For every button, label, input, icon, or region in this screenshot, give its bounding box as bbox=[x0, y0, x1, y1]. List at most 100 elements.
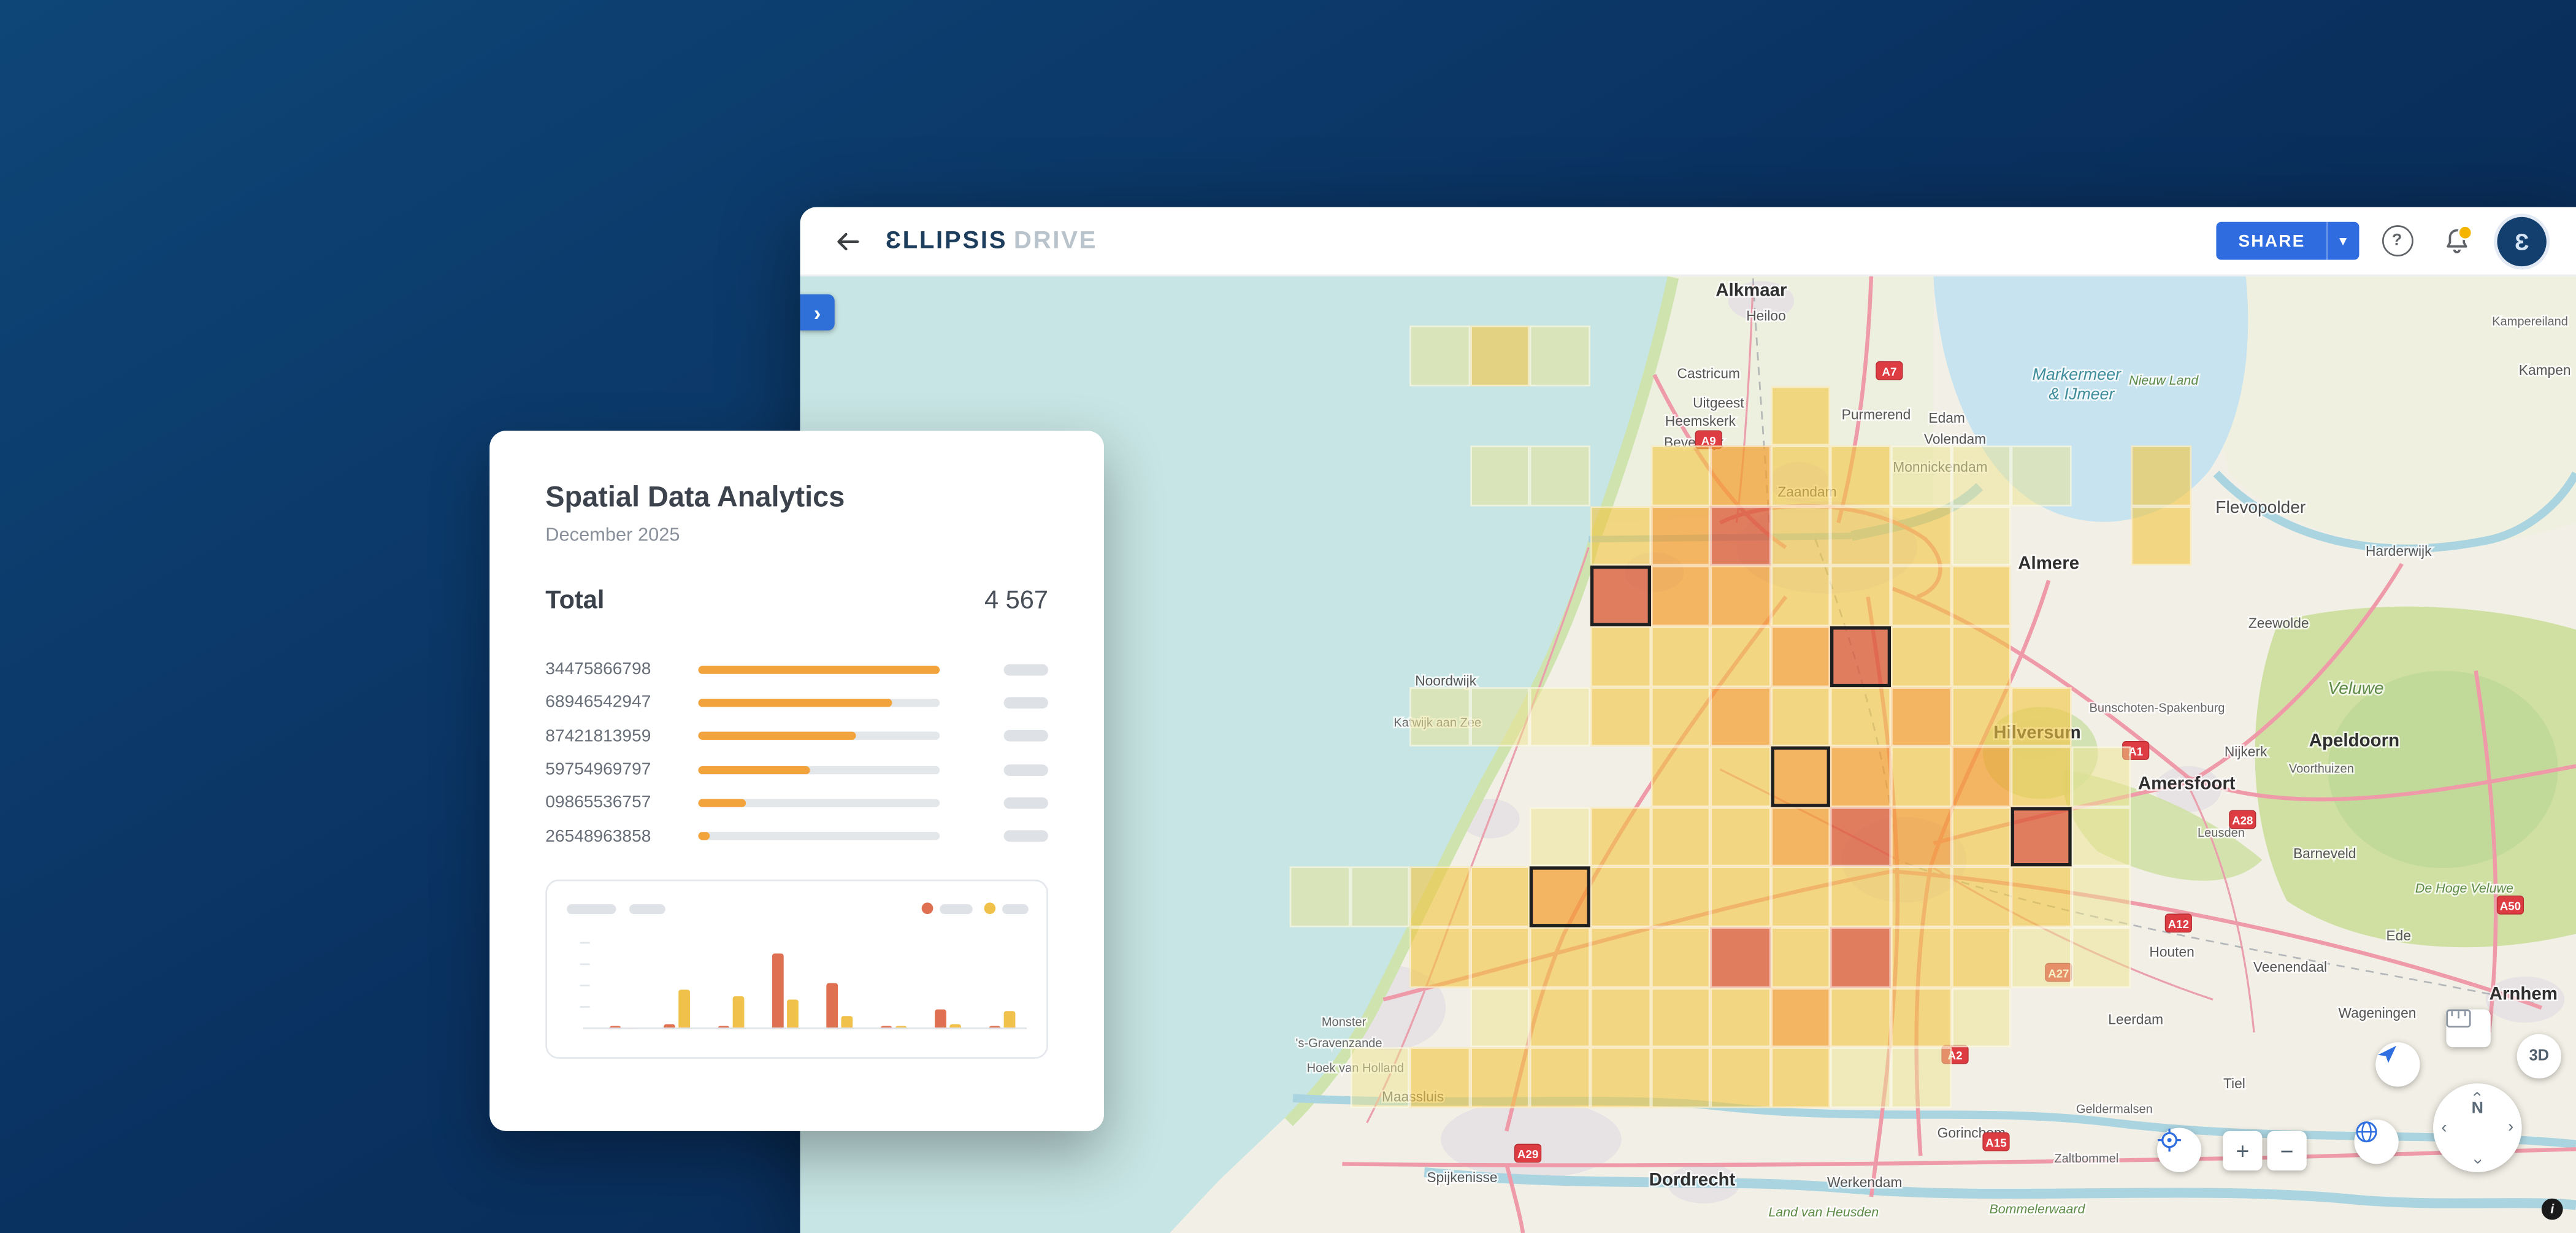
heat-cell[interactable] bbox=[1711, 626, 1771, 686]
heat-cell[interactable] bbox=[1530, 686, 1590, 747]
heat-cell[interactable] bbox=[2011, 686, 2071, 747]
heat-cell[interactable] bbox=[1951, 626, 2011, 686]
heat-cell[interactable] bbox=[1711, 867, 1771, 927]
heat-cell[interactable] bbox=[1951, 928, 2011, 988]
heat-cell[interactable] bbox=[1350, 867, 1410, 927]
heat-cell[interactable] bbox=[1831, 1048, 1891, 1108]
heat-cell[interactable] bbox=[1470, 326, 1530, 386]
heat-cell[interactable] bbox=[1650, 446, 1711, 506]
heat-cell[interactable] bbox=[1470, 446, 1530, 506]
zoom-out-button[interactable]: − bbox=[2267, 1131, 2306, 1170]
heat-cell[interactable] bbox=[2011, 446, 2071, 506]
heat-cell[interactable] bbox=[1410, 686, 1470, 747]
heat-cell[interactable] bbox=[1771, 626, 1831, 686]
heat-cell[interactable] bbox=[1831, 807, 1891, 867]
heat-cell[interactable] bbox=[1891, 928, 1951, 988]
heat-cell[interactable] bbox=[1891, 506, 1951, 566]
heat-cell[interactable] bbox=[1590, 807, 1650, 867]
fly-to-button[interactable] bbox=[2375, 1042, 2420, 1086]
heat-cell-selected[interactable] bbox=[1530, 867, 1590, 927]
heat-cell[interactable] bbox=[1951, 446, 2011, 506]
heat-cell[interactable] bbox=[1530, 988, 1590, 1048]
heat-cell[interactable] bbox=[1650, 867, 1711, 927]
heat-cell[interactable] bbox=[1951, 988, 2011, 1048]
heat-cell[interactable] bbox=[1831, 446, 1891, 506]
share-button[interactable]: SHARE bbox=[2217, 222, 2327, 260]
heat-cell[interactable] bbox=[1590, 506, 1650, 566]
heat-cell[interactable] bbox=[1650, 747, 1711, 807]
heat-cell[interactable] bbox=[1711, 506, 1771, 566]
locate-me-button[interactable] bbox=[2157, 1127, 2201, 1172]
expand-panel-button[interactable]: › bbox=[800, 294, 834, 331]
heat-cell[interactable] bbox=[1530, 1048, 1590, 1108]
heat-cell[interactable] bbox=[2131, 506, 2191, 566]
heat-cell[interactable] bbox=[1350, 1048, 1410, 1108]
heat-cell[interactable] bbox=[1470, 928, 1530, 988]
heat-cell[interactable] bbox=[1590, 988, 1650, 1048]
heat-cell[interactable] bbox=[1951, 566, 2011, 626]
heat-cell[interactable] bbox=[1711, 988, 1771, 1048]
heat-cell[interactable] bbox=[1650, 1048, 1711, 1108]
3d-view-button[interactable]: 3D bbox=[2517, 1034, 2561, 1078]
heat-cell[interactable] bbox=[1951, 686, 2011, 747]
heat-cell[interactable] bbox=[1771, 867, 1831, 927]
heat-cell[interactable] bbox=[1530, 446, 1590, 506]
heat-cell[interactable] bbox=[1290, 867, 1350, 927]
heat-cell[interactable] bbox=[1650, 686, 1711, 747]
heat-cell[interactable] bbox=[1771, 386, 1831, 446]
heat-cell-selected[interactable] bbox=[1771, 747, 1831, 807]
compass-control[interactable]: › N › › › bbox=[2433, 1083, 2522, 1172]
heat-cell-selected[interactable] bbox=[1590, 566, 1650, 626]
share-dropdown-button[interactable]: ▾ bbox=[2326, 222, 2359, 260]
heat-cell[interactable] bbox=[1831, 867, 1891, 927]
heat-cell[interactable] bbox=[1711, 1048, 1771, 1108]
heat-cell[interactable] bbox=[2131, 446, 2191, 506]
heat-cell[interactable] bbox=[1771, 807, 1831, 867]
heat-cell[interactable] bbox=[1711, 807, 1771, 867]
heat-cell[interactable] bbox=[1831, 686, 1891, 747]
heat-cell[interactable] bbox=[1771, 988, 1831, 1048]
account-avatar[interactable]: Ɛ bbox=[2497, 216, 2546, 265]
heat-cell[interactable] bbox=[1891, 747, 1951, 807]
heat-cell[interactable] bbox=[1650, 988, 1711, 1048]
heat-cell[interactable] bbox=[1650, 566, 1711, 626]
heat-cell[interactable] bbox=[1711, 446, 1771, 506]
heat-cell[interactable] bbox=[1771, 446, 1831, 506]
heat-cell-selected[interactable] bbox=[1831, 626, 1891, 686]
heat-cell[interactable] bbox=[1530, 326, 1590, 386]
notifications-button[interactable] bbox=[2435, 220, 2478, 263]
heat-cell[interactable] bbox=[1470, 686, 1530, 747]
heat-cell[interactable] bbox=[1711, 566, 1771, 626]
heat-cell[interactable] bbox=[1711, 747, 1771, 807]
heat-cell[interactable] bbox=[1891, 686, 1951, 747]
heat-cell[interactable] bbox=[1771, 566, 1831, 626]
heat-cell[interactable] bbox=[1590, 867, 1650, 927]
heat-cell[interactable] bbox=[1771, 928, 1831, 988]
heat-cell[interactable] bbox=[1711, 686, 1771, 747]
heat-cell[interactable] bbox=[1650, 928, 1711, 988]
heat-cell[interactable] bbox=[1831, 506, 1891, 566]
heat-cell[interactable] bbox=[1831, 747, 1891, 807]
heat-cell[interactable] bbox=[1650, 506, 1711, 566]
heat-cell[interactable] bbox=[2071, 747, 2131, 807]
help-button[interactable]: ? bbox=[2375, 220, 2418, 263]
heat-cell[interactable] bbox=[1951, 747, 2011, 807]
zoom-in-button[interactable]: + bbox=[2223, 1131, 2262, 1170]
heat-cell[interactable] bbox=[1771, 1048, 1831, 1108]
heat-cell[interactable] bbox=[1891, 626, 1951, 686]
heat-cell[interactable] bbox=[1891, 1048, 1951, 1108]
heat-cell[interactable] bbox=[1590, 928, 1650, 988]
heat-cell[interactable] bbox=[1410, 1048, 1470, 1108]
heat-cell[interactable] bbox=[1951, 867, 2011, 927]
attribution-info-button[interactable]: i bbox=[2542, 1199, 2563, 1220]
back-button[interactable] bbox=[826, 220, 869, 263]
heat-cell[interactable] bbox=[1590, 626, 1650, 686]
heat-cell[interactable] bbox=[2011, 867, 2071, 927]
heat-cell[interactable] bbox=[2011, 747, 2071, 807]
heat-cell[interactable] bbox=[1831, 988, 1891, 1048]
heat-cell[interactable] bbox=[1530, 928, 1590, 988]
heat-cell[interactable] bbox=[1891, 988, 1951, 1048]
heat-cell[interactable] bbox=[1891, 867, 1951, 927]
heat-cell[interactable] bbox=[1951, 807, 2011, 867]
heat-cell[interactable] bbox=[1771, 686, 1831, 747]
